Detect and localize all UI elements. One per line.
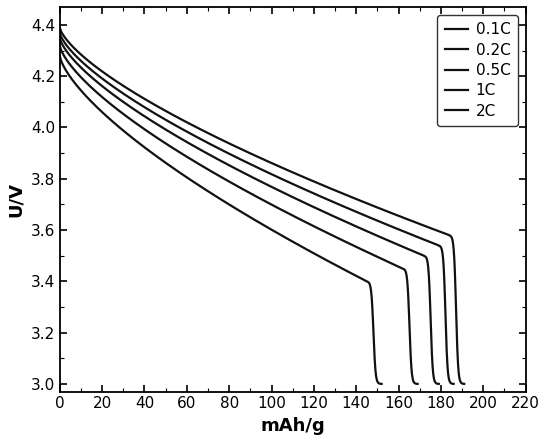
1C xyxy=(172,147,179,152)
0.2C xyxy=(450,381,457,387)
1C xyxy=(75,72,82,77)
0.2C xyxy=(271,173,277,178)
0.2C xyxy=(445,371,451,377)
1C xyxy=(56,43,63,48)
Line: 2C: 2C xyxy=(60,56,382,384)
2C xyxy=(56,53,63,58)
2C xyxy=(379,381,385,387)
1C xyxy=(357,246,364,251)
0.5C xyxy=(430,372,437,377)
0.1C xyxy=(188,122,195,127)
0.1C xyxy=(398,214,404,220)
1C xyxy=(251,192,257,198)
1C xyxy=(409,373,416,378)
Line: 0.5C: 0.5C xyxy=(60,38,439,384)
0.2C xyxy=(77,57,83,63)
2C xyxy=(160,159,167,164)
0.1C xyxy=(416,221,423,227)
0.5C xyxy=(263,181,269,187)
0.5C xyxy=(435,381,442,387)
0.5C xyxy=(56,35,63,40)
Line: 0.1C: 0.1C xyxy=(60,27,464,384)
0.2C xyxy=(56,30,63,35)
0.5C xyxy=(393,241,399,247)
0.5C xyxy=(179,137,186,142)
2C xyxy=(230,204,236,210)
Line: 0.2C: 0.2C xyxy=(60,33,453,384)
Line: 1C: 1C xyxy=(60,46,417,384)
X-axis label: mAh/g: mAh/g xyxy=(260,417,325,435)
0.5C xyxy=(76,63,83,69)
0.5C xyxy=(376,234,382,239)
0.2C xyxy=(184,130,191,135)
1C xyxy=(414,381,421,387)
0.1C xyxy=(56,25,63,30)
2C xyxy=(373,374,380,379)
0.2C xyxy=(406,231,413,236)
2C xyxy=(340,267,346,272)
0.1C xyxy=(461,381,468,387)
2C xyxy=(73,82,79,88)
2C xyxy=(325,259,332,264)
0.1C xyxy=(277,164,283,169)
0.1C xyxy=(77,52,84,57)
0.2C xyxy=(388,224,395,229)
Y-axis label: U/V: U/V xyxy=(7,182,25,217)
1C xyxy=(373,254,380,259)
Legend: 0.1C, 0.2C, 0.5C, 1C, 2C: 0.1C, 0.2C, 0.5C, 1C, 2C xyxy=(438,15,518,126)
0.1C xyxy=(456,371,462,376)
